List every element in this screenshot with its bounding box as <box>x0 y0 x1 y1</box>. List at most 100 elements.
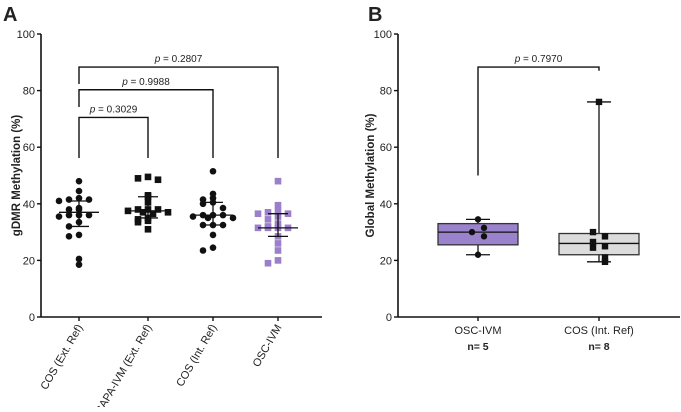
data-point <box>274 201 282 209</box>
p-value-label: p = 0.7970 <box>514 54 563 65</box>
x-tick-label: COS (Ext. Ref) <box>39 323 86 393</box>
data-point <box>85 196 93 203</box>
box <box>437 222 519 246</box>
data-point <box>254 210 262 218</box>
y-tick-label: 100 <box>374 29 392 41</box>
data-point <box>65 206 73 213</box>
data-point <box>164 208 172 216</box>
p-symbol: p <box>121 77 128 88</box>
data-point <box>199 247 207 254</box>
data-point <box>274 247 282 254</box>
data-point <box>601 243 609 250</box>
data-point <box>75 187 83 195</box>
data-point <box>149 210 157 218</box>
y-tick-label: 80 <box>380 86 392 98</box>
x-tick-label: COS (Int. Ref) <box>174 323 219 389</box>
data-point <box>264 216 272 223</box>
data-point <box>134 175 142 182</box>
p-value: = 0.2807 <box>160 54 202 65</box>
y-tick-label: 60 <box>23 142 35 154</box>
data-point <box>589 244 597 251</box>
p-symbol: p <box>89 104 96 115</box>
p-value-label: p = 0.9988 <box>121 77 170 88</box>
data-point <box>134 206 142 213</box>
data-point <box>134 218 142 226</box>
data-point <box>589 228 597 236</box>
data-point <box>480 233 488 240</box>
data-point <box>601 254 609 261</box>
data-point <box>589 238 597 246</box>
data-point <box>75 255 83 263</box>
data-point <box>65 196 73 203</box>
panel-a-chart: 0 20 40 60 80 100 gDMR Methylation (%) COS (Ext… <box>11 29 322 412</box>
data-point <box>480 224 488 232</box>
data-point <box>154 206 162 213</box>
p-symbol: p <box>514 54 521 65</box>
data-point <box>274 257 282 264</box>
y-tick-label: 0 <box>29 312 35 324</box>
data-point <box>209 231 217 239</box>
sample-size-label: n= 5 <box>467 341 488 353</box>
data-point <box>595 98 603 106</box>
p-value-label: p = 0.3029 <box>89 104 138 115</box>
p-value: = 0.3029 <box>95 104 137 115</box>
p-symbol: p <box>154 54 161 65</box>
data-point <box>274 177 282 185</box>
panel-b-chart: 0 20 40 60 80 100 Global Methylation (%) OSC-IV… <box>365 29 680 353</box>
data-point <box>65 233 73 240</box>
x-tick-label: OSC-IVM <box>251 323 285 370</box>
y-tick-label: 0 <box>386 312 392 324</box>
data-point <box>264 259 272 267</box>
data-point <box>601 233 609 240</box>
y-tick-label: 100 <box>17 29 35 41</box>
panel-label-a: A <box>3 4 17 26</box>
data-point <box>209 244 217 251</box>
data-point <box>144 225 152 233</box>
data-point <box>75 231 83 239</box>
data-point <box>474 251 482 258</box>
sample-size-label: n= 8 <box>588 341 609 353</box>
data-point <box>75 177 83 185</box>
data-point <box>75 261 83 268</box>
x-tick-label: COS (Int. Ref) <box>564 325 634 337</box>
p-value: = 0.9988 <box>128 77 170 88</box>
data-point <box>199 200 207 208</box>
panel-label-b: B <box>368 4 382 26</box>
box <box>558 232 640 256</box>
data-point <box>474 216 482 223</box>
y-tick-label: 20 <box>23 255 35 267</box>
significance-bracket <box>477 66 600 176</box>
y-axis-label: Global Methylation (%) <box>365 113 377 237</box>
data-point <box>229 214 237 222</box>
x-tick-label: CAPA-IVM (Ext. Ref) <box>93 323 154 408</box>
significance-bracket <box>78 66 279 158</box>
significance-bracket <box>78 116 149 158</box>
y-tick-label: 40 <box>380 199 392 211</box>
data-point <box>468 228 476 236</box>
p-value-label: p = 0.2807 <box>154 54 203 65</box>
y-axis-label: gDMR Methylation (%) <box>11 115 23 237</box>
y-tick-label: 20 <box>380 255 392 267</box>
data-point <box>75 194 83 202</box>
data-point <box>55 197 63 205</box>
data-point <box>144 173 152 181</box>
y-tick-label: 40 <box>23 199 35 211</box>
y-tick-label: 80 <box>23 86 35 98</box>
data-point <box>85 211 93 219</box>
data-point <box>189 213 197 220</box>
y-tick-label: 60 <box>380 142 392 154</box>
p-value: = 0.7970 <box>520 54 562 65</box>
data-point <box>154 176 162 184</box>
significance-bracket <box>78 89 214 158</box>
data-point <box>55 213 63 220</box>
data-point <box>274 240 282 247</box>
data-point <box>139 208 147 216</box>
data-point <box>274 207 282 215</box>
x-tick-label: OSC-IVM <box>454 325 501 337</box>
data-point <box>209 167 217 175</box>
data-point <box>601 258 609 266</box>
data-point <box>144 217 152 225</box>
data-point <box>204 214 212 222</box>
data-point <box>264 208 272 216</box>
